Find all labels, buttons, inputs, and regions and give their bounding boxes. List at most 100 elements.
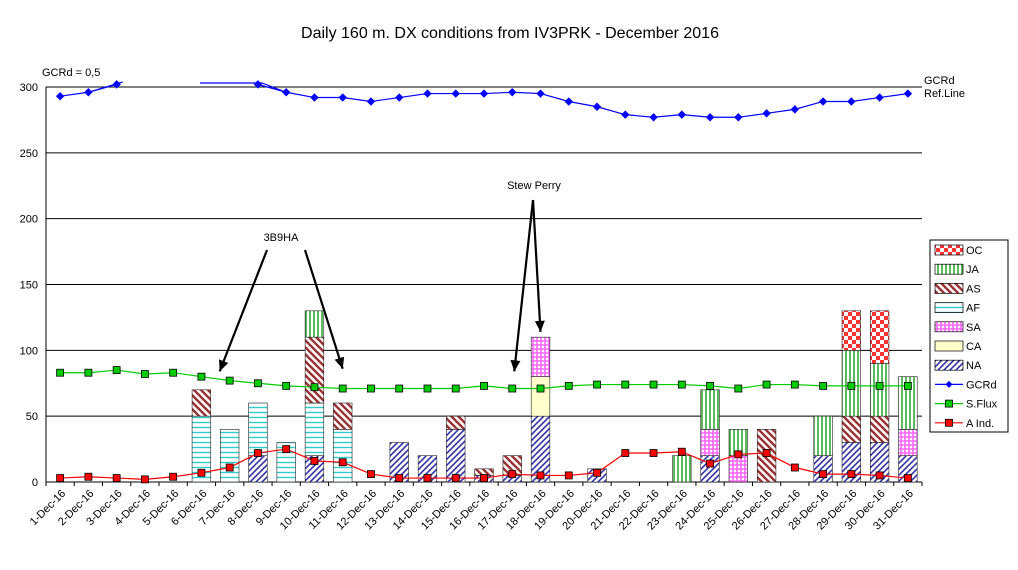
- bar-segment-as: [304, 336, 325, 404]
- bar-segment-oc: [841, 310, 861, 351]
- legend-label: NA: [966, 360, 982, 372]
- marker-sflux: [84, 368, 93, 377]
- marker-gcrd: [451, 89, 460, 98]
- bar-segment-ja: [700, 389, 720, 430]
- bar-segment-af: [220, 429, 240, 483]
- x-axis-ticks: 1-Dec-162-Dec-163-Dec-164-Dec-165-Dec-16…: [28, 482, 923, 532]
- arrow-stewperry-right: [531, 199, 542, 332]
- marker-aind: [451, 474, 460, 482]
- marker-gcrd: [536, 89, 545, 98]
- bar-segment-ja: [672, 455, 692, 483]
- arrow-3b9ha-left: [218, 249, 269, 372]
- bar-segment-as: [869, 415, 890, 443]
- marker-gcrd: [564, 97, 573, 106]
- marker-sflux: [677, 380, 686, 389]
- marker-gcrd: [338, 93, 347, 102]
- marker-sflux: [508, 384, 517, 393]
- marker-aind: [112, 474, 121, 482]
- marker-gcrd: [366, 97, 376, 106]
- chart-title: Daily 160 m. DX conditions from IV3PRK -…: [301, 25, 719, 42]
- y-axis-ticks: 0 50 100 150 200 250 300: [20, 82, 38, 489]
- marker-sflux: [875, 381, 884, 390]
- bar-segment-af: [304, 402, 325, 456]
- marker-sflux: [112, 366, 121, 374]
- marker-aind: [338, 458, 347, 467]
- bar-stacks: [191, 310, 918, 483]
- arrow-stewperry-left: [513, 199, 535, 372]
- gridlines: [45, 86, 922, 483]
- annotation-gcrd-refline: GCRd: [924, 75, 955, 87]
- marker-gcrd: [734, 113, 743, 122]
- y-tick-label: 300: [20, 82, 38, 94]
- marker-aind: [819, 470, 827, 479]
- marker-aind: [847, 470, 856, 479]
- marker-sflux: [762, 380, 771, 389]
- marker-aind: [254, 449, 262, 457]
- marker-sflux: [451, 384, 460, 393]
- marker-aind: [734, 450, 743, 459]
- marker-gcrd: [818, 97, 828, 106]
- y-tick-label: 200: [20, 214, 38, 226]
- marker-sflux: [395, 384, 404, 393]
- bar-segment-ja: [813, 415, 833, 456]
- marker-sflux: [593, 380, 601, 389]
- legend-marker-gcrd: [945, 380, 953, 388]
- marker-aind: [790, 463, 799, 472]
- marker-gcrd: [395, 93, 404, 102]
- bar-segment-sa: [530, 336, 551, 377]
- legend-swatch-af: [934, 302, 964, 313]
- marker-sflux: [225, 376, 234, 385]
- bar-segment-na: [446, 429, 466, 483]
- marker-gcrd: [705, 113, 715, 122]
- marker-sflux: [338, 384, 347, 393]
- marker-sflux: [649, 380, 658, 389]
- marker-gcrd: [649, 113, 658, 122]
- marker-aind: [423, 474, 432, 482]
- marker-sflux: [621, 380, 630, 389]
- series-line-gcrd: [257, 83, 908, 118]
- legend-swatch-na: [934, 359, 964, 371]
- bar-segment-sa: [728, 455, 748, 483]
- line-series: [60, 81, 908, 480]
- marker-gcrd: [762, 109, 771, 118]
- bar-segment-na: [700, 455, 720, 483]
- marker-gcrd: [423, 89, 432, 98]
- marker-aind: [875, 471, 884, 480]
- legend-marker-aind: [945, 418, 953, 427]
- marker-sflux: [564, 381, 573, 390]
- bar-segment-na: [417, 455, 438, 483]
- y-tick-label: 50: [26, 411, 38, 423]
- marker-sflux: [790, 380, 799, 389]
- marker-sflux: [536, 384, 545, 393]
- gcrd-offscale-mid: [200, 82, 287, 93]
- marker-sflux: [734, 384, 743, 393]
- marker-aind: [621, 449, 630, 457]
- legend-swatch-ja: [934, 263, 964, 275]
- arrow-3b9ha-right: [303, 249, 344, 370]
- legend: OC JA AS AF SA CA NA GCRd S.Flux A Ind.: [929, 239, 1009, 433]
- marker-sflux: [169, 368, 178, 377]
- bar-segment-ja: [304, 310, 325, 338]
- bar-segment-ja: [898, 376, 918, 430]
- legend-label: SA: [966, 322, 981, 334]
- marker-gcrd: [677, 110, 687, 119]
- marker-aind: [169, 472, 178, 481]
- marker-gcrd: [253, 80, 263, 89]
- marker-aind: [706, 459, 714, 468]
- bar-segment-af: [333, 429, 353, 483]
- bar-segment-ca: [530, 376, 551, 417]
- marker-aind: [367, 470, 375, 479]
- bar-segment-na: [813, 455, 833, 483]
- arrow-3b9ha-left-head: [219, 359, 229, 372]
- legend-label: S.Flux: [966, 399, 998, 411]
- bar-segment-sa: [898, 429, 918, 456]
- legend-label: A Ind.: [966, 418, 994, 430]
- legend-swatch-sa: [934, 321, 964, 333]
- marker-aind: [310, 457, 319, 465]
- marker-sflux: [56, 368, 65, 377]
- legend-marker-sflux: [945, 399, 953, 408]
- legend-label: CA: [966, 341, 982, 353]
- marker-aind: [593, 468, 601, 477]
- marker-aind: [508, 470, 517, 479]
- marker-aind: [225, 463, 234, 472]
